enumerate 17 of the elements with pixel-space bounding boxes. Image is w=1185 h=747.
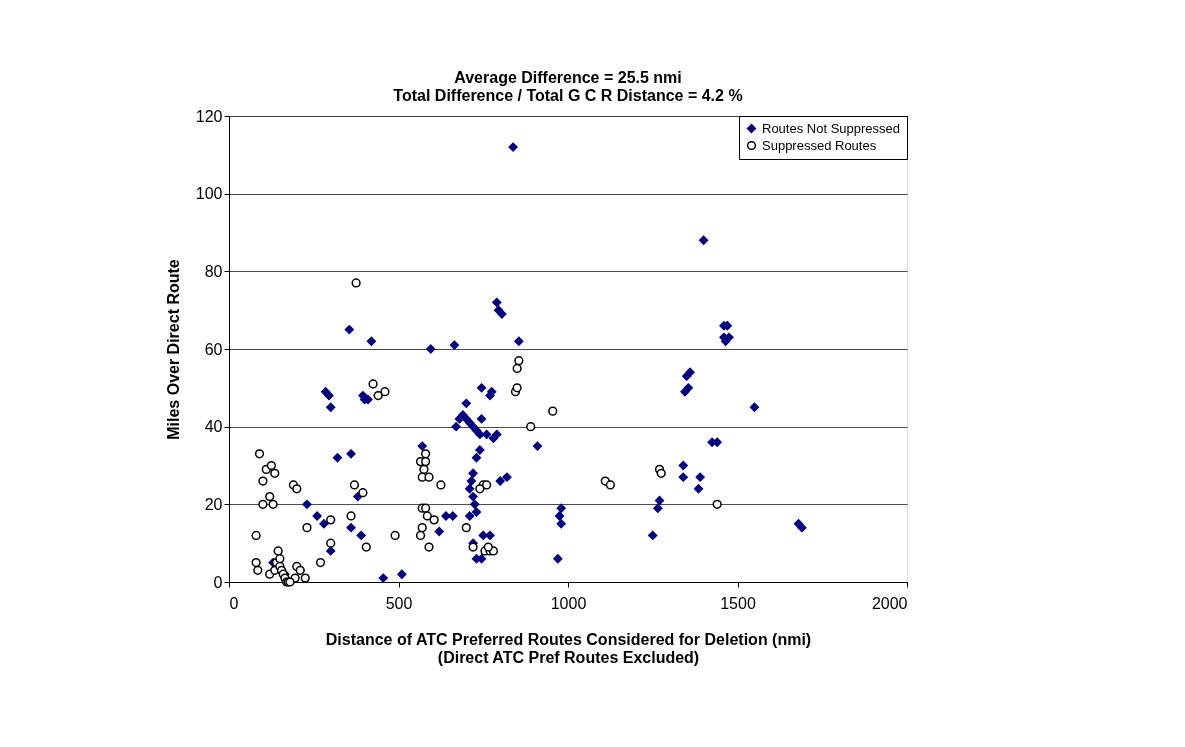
x-axis-title: Distance of ATC Preferred Routes Considered for Deletion (nmi) (Direct ATC Pref Routes Excluded) — [325, 630, 812, 666]
y-tick-label: 20 — [204, 495, 223, 513]
y-tick-label: 60 — [204, 340, 223, 358]
y-tick-label: 0 — [213, 573, 223, 591]
y-tick-label: 120 — [195, 107, 223, 125]
y-tick-label: 40 — [204, 418, 223, 436]
x-tick-label: 0 — [229, 594, 239, 612]
x-tick-label: 1000 — [550, 594, 587, 612]
y-tick-label: 80 — [204, 262, 223, 280]
legend-label: Suppressed Routes — [762, 137, 877, 153]
y-tick-label: 100 — [195, 185, 223, 203]
chart-title: Average Difference = 25.5 nmi Total Difference / Total G C R Distance = 4.2 % — [393, 69, 743, 104]
x-tick-label: 500 — [385, 594, 413, 612]
legend-label: Routes Not Suppressed — [762, 120, 901, 136]
x-tick-label: 2000 — [871, 594, 908, 612]
y-axis-title: Miles Over Direct Route — [164, 259, 182, 440]
x-tick-label: 1500 — [720, 594, 756, 612]
